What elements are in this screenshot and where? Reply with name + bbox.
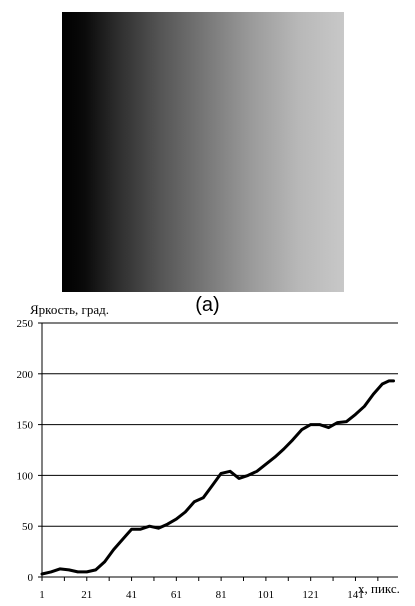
data-point (175, 517, 178, 521)
y-tick-label-50: 50 (22, 521, 34, 533)
data-point (273, 455, 277, 459)
data-point (139, 528, 142, 531)
data-point (219, 472, 223, 475)
data-point (40, 572, 44, 576)
data-point (157, 527, 160, 530)
data-point (363, 405, 366, 408)
x-tick-label-41: 41 (126, 589, 137, 601)
data-point (184, 510, 187, 514)
data-point (210, 484, 214, 487)
x-axis-title: x, пикс. (358, 581, 400, 596)
x-tick-label-21: 21 (81, 589, 92, 601)
data-point (264, 463, 268, 466)
x-tick-label-101: 101 (258, 589, 275, 601)
data-point (327, 426, 330, 429)
data-point (85, 570, 88, 574)
data-point (318, 423, 321, 426)
data-point (228, 470, 232, 473)
data-point (372, 392, 375, 396)
gradient-image (62, 12, 344, 292)
data-point (103, 560, 106, 563)
data-point (130, 528, 133, 531)
x-tick-label-141: 141 (347, 589, 364, 601)
data-point (291, 438, 294, 442)
series-line-0 (40, 379, 395, 576)
y-axis-title: Яркость, град. (30, 302, 109, 317)
data-point (58, 567, 62, 571)
data-point (345, 420, 348, 423)
data-point (148, 525, 151, 528)
data-point (246, 474, 250, 477)
data-point (193, 500, 196, 504)
data-point (237, 477, 241, 480)
x-tick-label-1: 1 (39, 589, 45, 601)
x-tick-label-121: 121 (302, 589, 319, 601)
data-point (387, 379, 391, 383)
data-point (282, 447, 286, 451)
data-point (166, 522, 169, 526)
data-point (300, 428, 303, 431)
data-point (392, 379, 395, 383)
data-point (121, 538, 124, 541)
x-tick-label-81: 81 (216, 589, 227, 601)
data-point (49, 570, 53, 574)
y-tick-label-0: 0 (28, 572, 34, 584)
data-point (336, 421, 339, 424)
data-point (354, 413, 357, 416)
data-point (309, 423, 312, 426)
data-point (76, 570, 80, 574)
data-point (94, 568, 97, 572)
y-tick-label-150: 150 (17, 420, 34, 432)
data-point (202, 496, 205, 499)
panel-caption: (a) (195, 294, 220, 316)
y-tick-label-100: 100 (17, 470, 34, 482)
y-tick-label-250: 250 (17, 318, 34, 330)
x-tick-label-61: 61 (171, 589, 182, 601)
y-tick-label-200: 200 (17, 369, 34, 381)
data-point (381, 382, 384, 386)
data-point (67, 568, 71, 572)
data-point (112, 548, 115, 551)
data-point (255, 470, 259, 473)
